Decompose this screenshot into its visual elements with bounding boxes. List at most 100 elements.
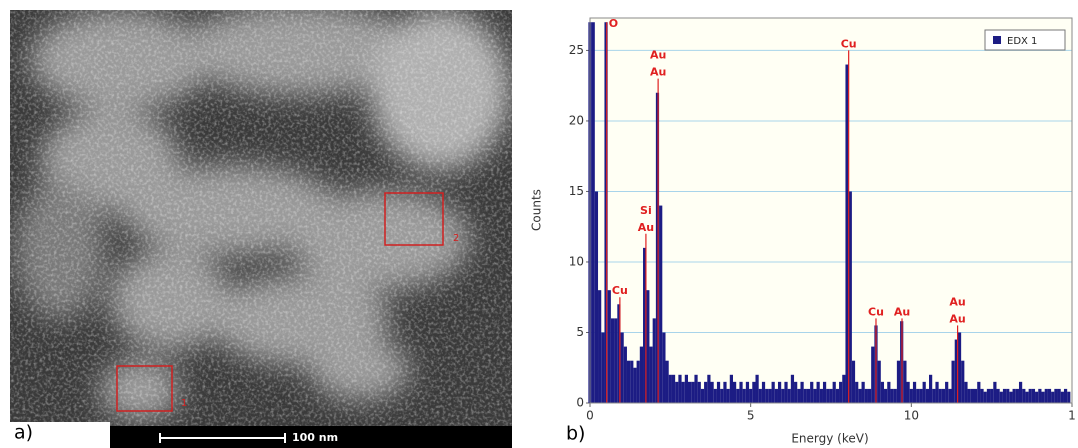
spectrum-bar [842, 374, 846, 403]
spectrum-bar [659, 205, 663, 403]
spectrum-bar [1006, 388, 1010, 403]
spectrum-bar [909, 388, 913, 403]
spectrum-bar [999, 391, 1003, 403]
spectrum-bar [810, 381, 814, 403]
peak-label: Au [949, 295, 965, 308]
spectrum-bar [977, 381, 981, 403]
spectrum-bar [646, 290, 650, 403]
spectrum-bar [1060, 391, 1064, 403]
spectrum-bar [649, 346, 653, 403]
peak-label: Au [650, 49, 666, 62]
spectrum-bar [1063, 388, 1068, 403]
spectrum-bar [1022, 388, 1026, 403]
spectrum-bar [922, 381, 926, 403]
spectrum-bar [967, 388, 971, 403]
spectrum-bar [800, 381, 804, 403]
spectrum-bar [941, 388, 946, 403]
spectrum-bar [675, 381, 679, 403]
y-tick-label: 0 [576, 396, 584, 410]
plot-border [589, 17, 1073, 404]
y-tick-label: 5 [576, 325, 584, 339]
spectrum-bar [771, 381, 775, 403]
spectrum-bar [761, 381, 766, 403]
spectrum-bar [671, 374, 676, 403]
spectrum-bar [803, 388, 807, 403]
spectrum-bar [929, 374, 933, 403]
legend-label: EDX 1 [1007, 36, 1037, 47]
spectrum-bar [604, 22, 608, 403]
spectrum-bar [755, 374, 759, 403]
panel-label: b) [566, 423, 585, 445]
peak-label: Cu [868, 305, 884, 318]
spectrum-bar [906, 381, 910, 403]
spectrum-bar [887, 381, 891, 403]
spectrum-bar [749, 388, 753, 403]
spectrum-bar [925, 388, 930, 403]
spectrum-bar [594, 191, 599, 403]
spectrum-bar [768, 388, 772, 403]
spectrum-bar [957, 332, 962, 403]
legend-swatch [993, 36, 1001, 44]
spectrum-bar [867, 388, 872, 403]
spectrum-bar [742, 388, 746, 403]
spectrum-bar [861, 381, 865, 403]
spectrum-bar [961, 360, 965, 403]
peak-label: Au [949, 312, 965, 325]
spectrum-bar [707, 374, 711, 403]
spectrum-bar [601, 332, 605, 403]
spectrum-bar [1038, 388, 1042, 403]
spectrum-bar [704, 381, 708, 403]
x-tick-label: 5 [747, 409, 755, 423]
spectrum-bar [1009, 391, 1013, 403]
spectrum-bar [948, 388, 952, 403]
spectrum-bar [720, 388, 724, 403]
panel-label: a) [14, 422, 33, 444]
spectrum-bar [1054, 388, 1058, 403]
spectrum-bar [845, 64, 849, 404]
spectrum-bar [787, 388, 791, 403]
spectrum-bar [986, 388, 991, 403]
spectrum-bar [710, 381, 714, 403]
spectrum-bar [864, 388, 868, 403]
spectrum-bar [990, 388, 994, 403]
spectrum-bar [684, 374, 689, 403]
plot-area [590, 18, 1072, 403]
spectrum-bar [713, 388, 717, 403]
spectrum-bar [890, 388, 894, 403]
spectrum-bar [732, 381, 737, 403]
spectrum-bar [636, 360, 640, 403]
x-axis-label: Energy (keV) [791, 432, 868, 446]
spectrum-bar [970, 388, 974, 403]
spectrum-bar [973, 388, 978, 403]
spectrum-bar [951, 360, 955, 403]
spectrum-bar [855, 381, 859, 403]
spectrum-bar [794, 381, 798, 403]
scale-bar-label: 100 nm [292, 431, 338, 444]
spectrum-bar [726, 388, 730, 403]
peak-label: Au [638, 221, 654, 234]
spectrum-bar [1044, 388, 1048, 403]
spectrum-bar [826, 388, 830, 403]
x-tick-label: 0 [586, 409, 594, 423]
spectrum-bar [919, 388, 923, 403]
spectrum-bar [871, 346, 875, 403]
spectrum-bar [1035, 391, 1039, 403]
spectrum-bar [591, 22, 595, 403]
spectrum-bar [839, 381, 843, 403]
spectrum-bar [903, 360, 907, 403]
spectrum-bar [774, 388, 778, 403]
spectrum-bar [598, 290, 602, 403]
y-tick-label: 15 [569, 184, 584, 198]
spectrum-bar [781, 388, 785, 403]
spectrum-bar [620, 332, 624, 403]
spectrum-bar [983, 391, 987, 403]
spectrum-bar [639, 346, 644, 403]
x-tick-label: 10 [904, 409, 919, 423]
spectrum-bar [880, 381, 885, 403]
spectrum-bar [932, 388, 936, 403]
spectrum-bar [797, 388, 801, 403]
spectrum-bar [723, 381, 727, 403]
spectrum-bar [745, 381, 750, 403]
y-axis-label: Counts [530, 189, 544, 231]
